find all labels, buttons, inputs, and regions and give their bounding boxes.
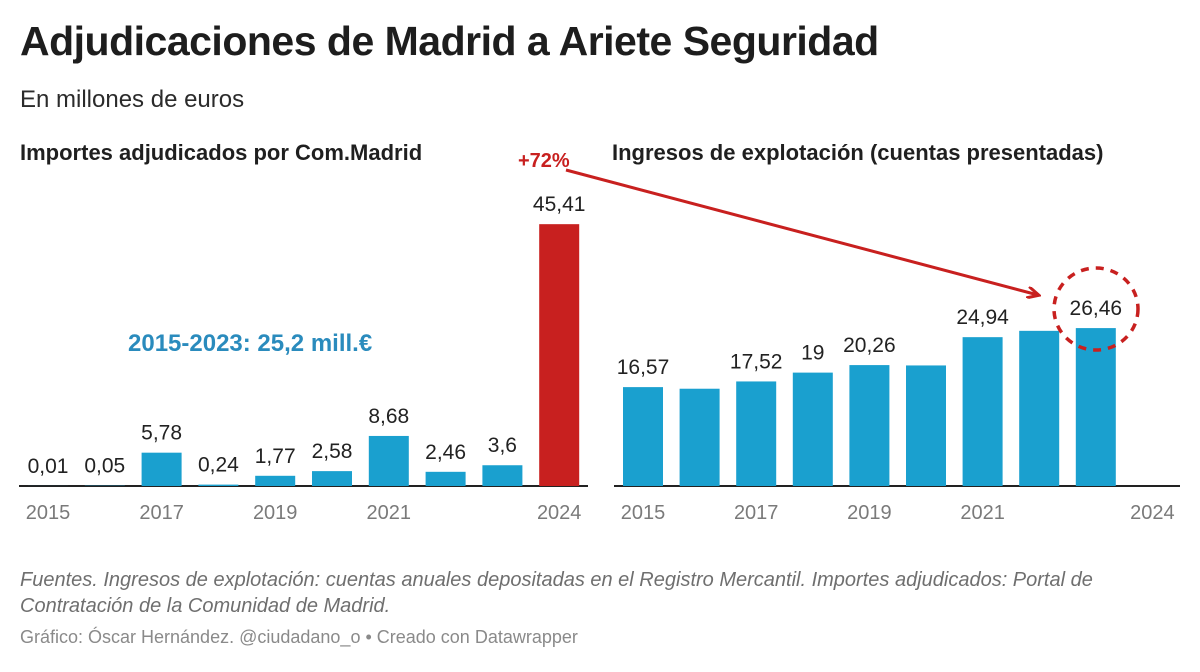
bar-2021 (368, 435, 409, 486)
tick-label-2024: 2024 (1130, 502, 1175, 524)
bar-2019 (849, 365, 890, 486)
value-label-2022: 2,46 (425, 441, 466, 464)
tick-label-2019: 2019 (253, 502, 298, 524)
bar-2019 (255, 475, 296, 486)
bar-2023 (482, 465, 523, 486)
tick-label-2015: 2015 (26, 502, 71, 524)
value-label-2015: 0,01 (28, 455, 69, 478)
tick-label-2017: 2017 (139, 502, 184, 524)
tick-label-2024: 2024 (537, 502, 582, 524)
bar-2020 (312, 471, 352, 486)
chart-title: Adjudicaciones de Madrid a Ariete Seguri… (20, 18, 879, 64)
sources-note: Fuentes. Ingresos de explotación: cuenta… (20, 569, 1093, 617)
bar-2023 (1075, 328, 1116, 486)
bar-2020 (906, 365, 946, 486)
value-label-2017: 17,52 (730, 350, 783, 373)
value-label-2017: 5,78 (141, 422, 182, 445)
tick-label-2017: 2017 (734, 502, 779, 524)
value-label-2021: 8,68 (368, 405, 409, 428)
value-label-2023: 26,46 (1070, 297, 1123, 320)
value-label-2019: 1,77 (255, 445, 296, 468)
bar-2017 (736, 381, 777, 486)
left-panel-title: Importes adjudicados por Com.Madrid (20, 140, 423, 165)
value-label-2018: 0,24 (198, 454, 239, 477)
right-panel-title: Ingresos de explotación (cuentas present… (612, 140, 1104, 165)
value-label-2015: 16,57 (617, 356, 670, 379)
increase-arrow (565, 168, 1038, 295)
bar-2021 (962, 337, 1003, 486)
value-label-2018: 19 (801, 342, 824, 365)
period-total-annotation: 2015-2023: 25,2 mill.€ (128, 330, 373, 357)
increase-label: +72% (518, 150, 570, 172)
charts-canvas: 0,01 2015 0,05 5,78 2017 0,24 1,77 2019 2,58 8,68… (19, 150, 1180, 524)
bar-2018 (792, 372, 833, 486)
chart-subtitle: En millones de euros (20, 86, 245, 113)
value-label-2020: 2,58 (312, 440, 353, 463)
value-label-2023: 3,6 (488, 434, 517, 457)
left-bar-chart: 0,01 2015 0,05 5,78 2017 0,24 1,77 2019 2,58 8,68… (19, 193, 588, 524)
tick-label-2021: 2021 (367, 502, 412, 524)
highlight-circle (1052, 266, 1140, 352)
value-label-2024: 45,41 (533, 193, 586, 216)
bar-2022 (1019, 330, 1060, 486)
value-label-2021: 24,94 (956, 306, 1009, 329)
tick-label-2021: 2021 (960, 502, 1005, 524)
bar-2017 (141, 452, 182, 486)
right-bar-chart: 16,57 2015 17,52 2017 19 20,26 2019 24,94 2021 26… (614, 297, 1180, 524)
value-label-2016: 0,05 (84, 455, 125, 478)
bar-2015 (623, 387, 663, 486)
value-label-2019: 20,26 (843, 334, 896, 357)
bar-2022 (425, 471, 466, 486)
bar-2018 (198, 484, 239, 486)
bar-2016 (679, 388, 720, 486)
tick-label-2015: 2015 (621, 502, 666, 524)
bar-2024 (539, 224, 580, 486)
credit-line: Gráfico: Óscar Hernández. @ciudadano_o •… (20, 627, 578, 647)
tick-label-2019: 2019 (847, 502, 892, 524)
